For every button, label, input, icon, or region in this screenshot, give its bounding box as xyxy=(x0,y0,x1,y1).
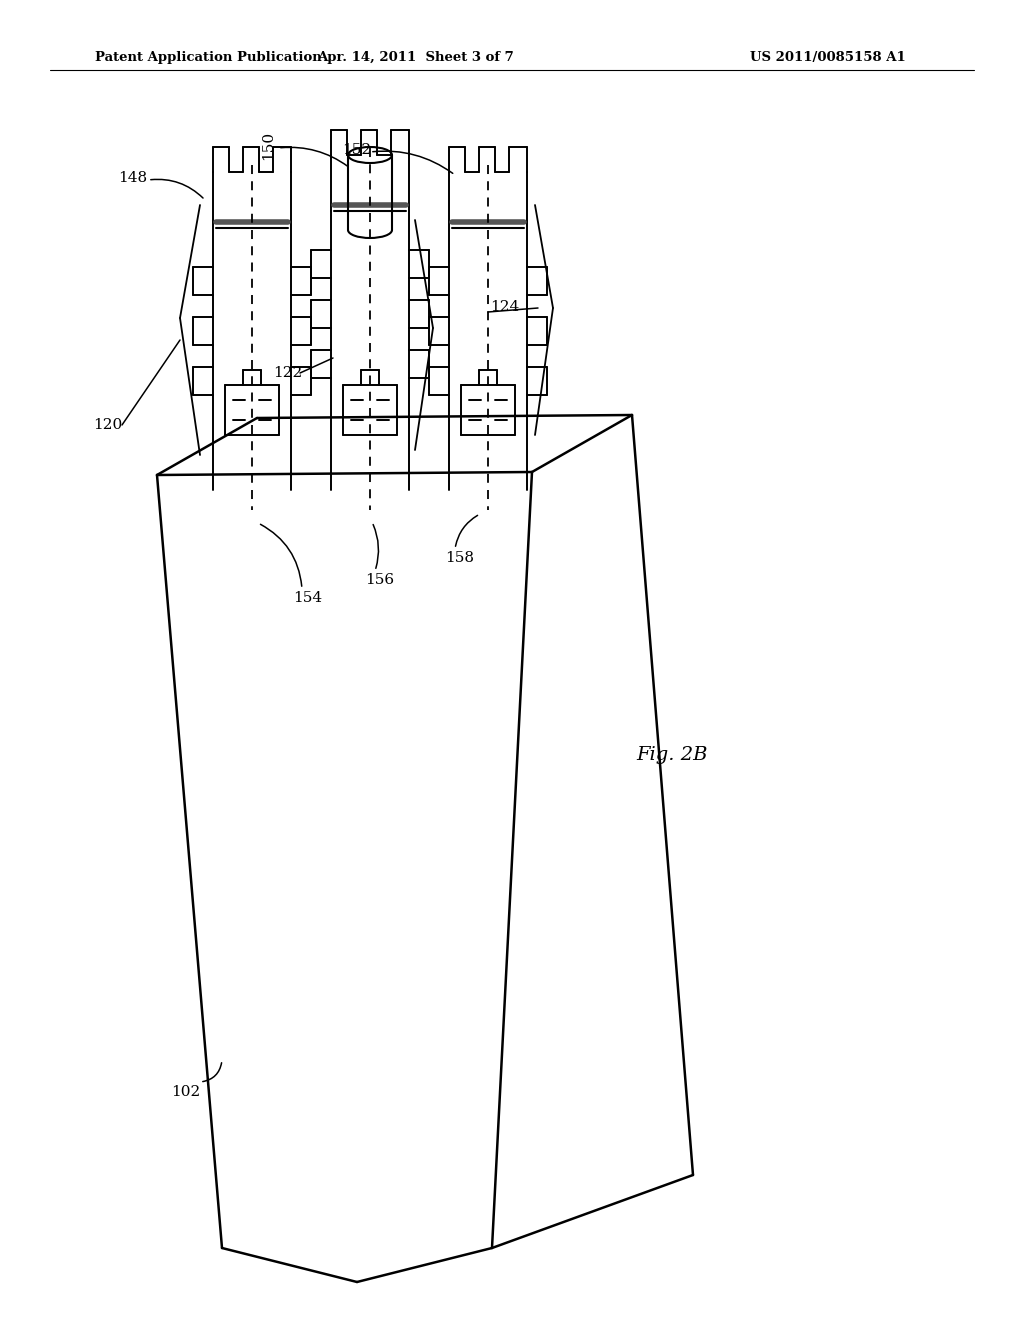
Text: US 2011/0085158 A1: US 2011/0085158 A1 xyxy=(750,50,906,63)
Text: 120: 120 xyxy=(93,418,123,432)
Text: Fig. 2B: Fig. 2B xyxy=(636,746,708,764)
Text: 148: 148 xyxy=(119,172,147,185)
Text: 154: 154 xyxy=(294,591,323,605)
Text: Apr. 14, 2011  Sheet 3 of 7: Apr. 14, 2011 Sheet 3 of 7 xyxy=(316,50,513,63)
Text: 122: 122 xyxy=(273,366,303,380)
Text: 150: 150 xyxy=(261,131,275,160)
Text: 156: 156 xyxy=(366,573,394,587)
Text: 102: 102 xyxy=(171,1085,201,1100)
Text: 124: 124 xyxy=(490,300,519,314)
Text: 158: 158 xyxy=(445,550,474,565)
Text: 152: 152 xyxy=(342,143,372,157)
Text: Patent Application Publication: Patent Application Publication xyxy=(95,50,322,63)
